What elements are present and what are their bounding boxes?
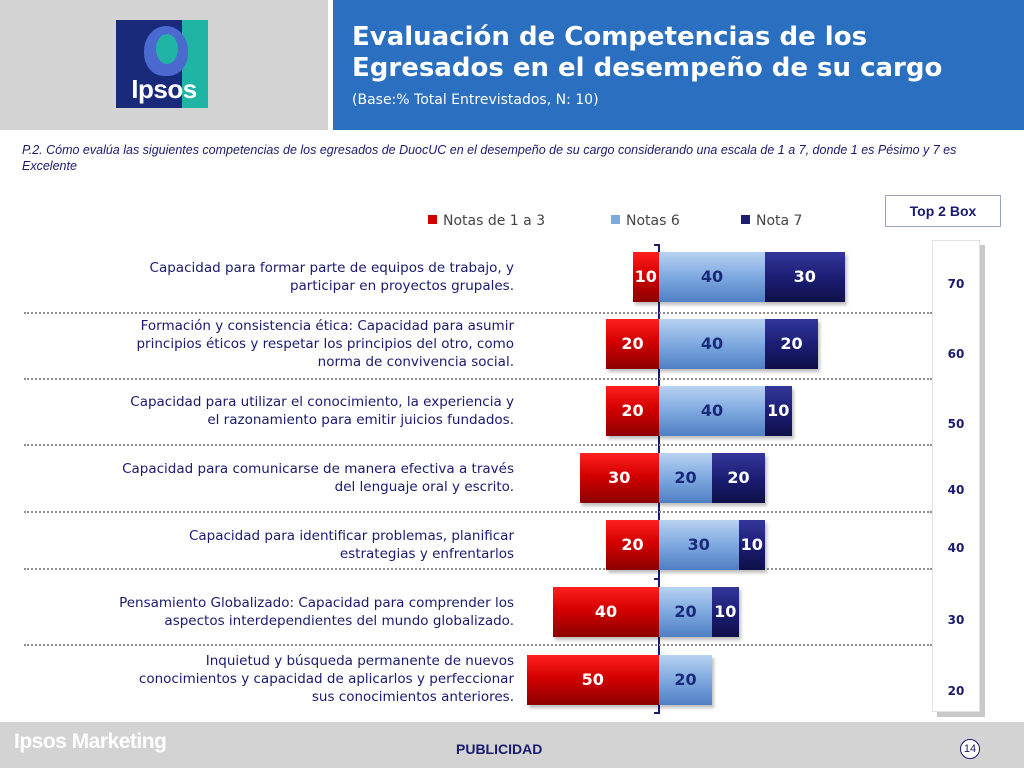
row-separator [24,511,932,513]
legend-label: Nota 7 [756,213,803,229]
top2-box-column [932,240,980,712]
bar-segment-notas-1-3: 50 [526,655,659,705]
bar-segment-nota-7: 10 [765,386,792,436]
top2-box-value: 70 [947,277,965,291]
legend-item-notas-6: Notas 6 [611,213,680,229]
bar-row: 20 30 10 [606,520,765,570]
page-number: 14 [960,739,980,759]
header: Ipsos Evaluación de Competencias de los … [0,0,1024,130]
bar-segment-notas-6: 40 [659,386,765,436]
row-separator [24,444,932,446]
row-separator [24,378,932,380]
row-separator [24,568,932,570]
bar-row: 40 20 10 [553,587,739,637]
legend-label: Notas 6 [626,213,680,229]
top2-box-value: 50 [947,417,965,431]
bar-segment-notas-1-3: 20 [606,319,659,369]
bar-segment-nota-7: 10 [712,587,739,637]
top2-box-value: 30 [947,613,965,627]
axis-tick [654,244,660,246]
bar-segment-notas-6: 20 [659,587,712,637]
bar-segment-notas-1-3: 20 [606,386,659,436]
bar-segment-nota-7: 30 [765,252,845,302]
bar-segment-notas-6: 30 [659,520,739,570]
bar-row: 30 20 20 [579,453,765,503]
bar-segment-notas-6: 40 [659,319,765,369]
category-label: Capacidad para formar parte de equipos d… [149,260,514,294]
footer-classification: PUBLICIDAD [456,741,543,757]
legend-item-nota-7: Nota 7 [741,213,802,229]
bar-row: 20 40 20 [606,319,818,369]
bar-segment-notas-6: 20 [659,655,712,705]
bar-row: 50 20 [526,655,712,705]
page-subtitle: (Base:% Total Entrevistados, N: 10) [352,92,599,108]
bar-segment-notas-1-3: 30 [579,453,659,503]
bar-segment-notas-1-3: 40 [553,587,659,637]
logo-text: Ipsos [131,74,197,104]
category-label: Capacidad para utilizar el conocimiento,… [130,394,514,428]
bar-segment-notas-6: 40 [659,252,765,302]
category-label: Pensamiento Globalizado: Capacidad para … [119,595,514,629]
top2-box-label: Top 2 Box [885,195,1001,227]
ipsos-logo: Ipsos [116,20,208,108]
category-label: Capacidad para comunicarse de manera efe… [122,461,514,495]
page-title: Evaluación de Competencias de los Egresa… [352,22,943,83]
bar-segment-nota-7: 10 [738,520,765,570]
bar-segment-notas-1-3: 10 [632,252,659,302]
bar-segment-notas-6: 20 [659,453,712,503]
legend-swatch-red [428,215,437,224]
title-panel [333,0,1024,130]
bar-segment-notas-1-3: 20 [606,520,659,570]
question-text: P.2. Cómo evalúa las siguientes competen… [22,143,957,173]
category-label: Inquietud y búsqueda permanente de nuevo… [138,653,514,705]
bar-row: 10 40 30 [632,252,845,302]
bar-segment-nota-7: 20 [765,319,818,369]
top2-box-value: 40 [947,483,965,497]
bar-row: 20 40 10 [606,386,792,436]
logo-panel: Ipsos [0,0,328,130]
category-label: Formación y consistencia ética: Capacida… [136,318,514,370]
legend-item-notas-1-3: Notas de 1 a 3 [428,213,545,229]
top2-box-value: 60 [947,347,965,361]
row-separator [24,644,932,646]
legend-swatch-light-blue [611,215,620,224]
top2-box-value: 20 [947,684,965,698]
footer: Ipsos Marketing PUBLICIDAD 14 [0,722,1024,768]
axis-tick [654,712,660,714]
legend-label: Notas de 1 a 3 [443,213,546,229]
category-label: Capacidad para identificar problemas, pl… [188,528,514,562]
top2-box-value: 40 [947,541,965,555]
row-separator [24,312,932,314]
legend-swatch-navy [741,215,750,224]
axis-tick [654,578,660,580]
bar-segment-nota-7: 20 [712,453,765,503]
footer-brand: Ipsos Marketing [14,730,167,753]
